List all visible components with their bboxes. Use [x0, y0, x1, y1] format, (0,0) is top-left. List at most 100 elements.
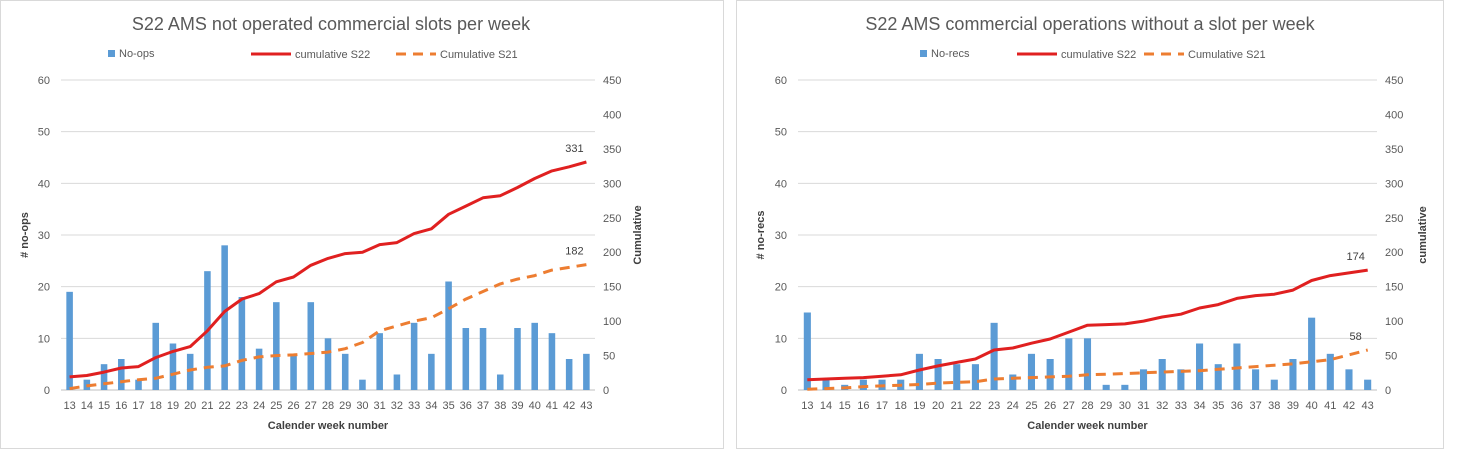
chart-no-ops: S22 AMS not operated commercial slots pe… [19, 14, 644, 432]
y-tick-label: 20 [38, 282, 50, 294]
x-tick-label: 39 [511, 400, 523, 412]
bar [915, 353, 923, 390]
bar [255, 348, 263, 390]
bar [479, 328, 487, 390]
x-tick-label: 35 [1212, 400, 1224, 412]
x-tick-label: 30 [356, 400, 368, 412]
series-line-s21 [69, 263, 587, 391]
x-tick-label: 27 [305, 400, 317, 412]
bar [1214, 364, 1222, 390]
x-tick-label: 31 [374, 400, 386, 412]
y-axis-label: # no-recs [755, 211, 767, 260]
bar [186, 353, 194, 390]
y2-tick-label: 0 [603, 385, 609, 397]
bar [1308, 317, 1316, 390]
x-tick-label: 31 [1137, 400, 1149, 412]
chart-no-recs: S22 AMS commercial operations without a … [755, 14, 1429, 432]
y-tick-label: 50 [775, 127, 787, 139]
x-tick-label: 15 [98, 400, 110, 412]
x-tick-label: 16 [115, 400, 127, 412]
legend-label: No-recs [931, 48, 970, 60]
bar [221, 245, 228, 390]
y-tick-label: 50 [38, 127, 50, 139]
x-tick-label: 15 [839, 400, 851, 412]
x-tick-label: 41 [546, 400, 558, 412]
data-label: 58 [1350, 331, 1362, 343]
chart-panel-no-ops: S22 AMS not operated commercial slots pe… [0, 0, 724, 449]
y2-tick-label: 50 [603, 351, 615, 363]
x-tick-label: 39 [1287, 400, 1299, 412]
x-tick-label: 14 [81, 400, 93, 412]
chart-title: S22 AMS not operated commercial slots pe… [132, 14, 531, 34]
bar [548, 333, 556, 390]
y2-tick-label: 400 [603, 109, 621, 121]
y-tick-label: 20 [775, 282, 787, 294]
bar [1252, 369, 1260, 390]
legend-label: Cumulative S21 [440, 49, 518, 61]
legend-swatch [920, 50, 927, 57]
y2-tick-label: 250 [1385, 213, 1403, 225]
bar [393, 374, 401, 390]
x-axis-label: Calender week number [1027, 420, 1148, 432]
x-tick-label: 37 [477, 400, 489, 412]
y2-tick-label: 300 [1385, 178, 1403, 190]
y2-tick-label: 300 [603, 178, 621, 190]
y-tick-label: 0 [44, 385, 50, 397]
bar [135, 379, 142, 390]
bar [359, 379, 366, 390]
x-tick-label: 16 [857, 400, 869, 412]
y-tick-label: 30 [775, 230, 787, 242]
x-tick-label: 40 [1306, 400, 1318, 412]
y2-axis-label: Cumulative [632, 205, 644, 264]
y2-tick-label: 400 [1385, 109, 1403, 121]
y2-tick-label: 200 [603, 247, 621, 259]
x-tick-label: 40 [529, 400, 541, 412]
bar [1065, 338, 1073, 390]
series-line-s22 [807, 268, 1368, 382]
bar [1326, 353, 1334, 390]
x-tick-label: 34 [1193, 400, 1205, 412]
bar [990, 322, 998, 390]
bar [66, 291, 73, 390]
y2-tick-label: 450 [603, 75, 621, 87]
x-tick-label: 13 [801, 400, 813, 412]
y2-tick-label: 50 [1385, 351, 1397, 363]
bar [971, 364, 979, 390]
y-tick-label: 60 [38, 75, 50, 87]
x-tick-label: 28 [322, 400, 334, 412]
x-tick-label: 13 [63, 400, 75, 412]
series-line-s22 [69, 160, 587, 379]
bar [1139, 369, 1148, 390]
bar [1102, 384, 1110, 390]
x-tick-label: 18 [895, 400, 907, 412]
bar [934, 359, 942, 390]
bar [238, 297, 246, 390]
x-tick-label: 36 [460, 400, 472, 412]
y2-tick-label: 100 [603, 316, 621, 328]
bar [1083, 338, 1092, 390]
x-tick-label: 29 [1100, 400, 1112, 412]
bar [496, 374, 504, 390]
y-tick-label: 10 [775, 333, 787, 345]
y2-axis-label: cumulative [1417, 206, 1429, 263]
x-tick-label: 25 [1025, 400, 1037, 412]
bar [531, 322, 538, 390]
x-tick-label: 23 [236, 400, 248, 412]
x-tick-label: 21 [951, 400, 963, 412]
bar [953, 364, 961, 390]
y-tick-label: 0 [781, 385, 787, 397]
x-tick-label: 26 [287, 400, 299, 412]
x-tick-label: 32 [391, 400, 403, 412]
bar [410, 322, 418, 390]
bar [100, 364, 108, 390]
y2-tick-label: 150 [1385, 282, 1403, 294]
bar [565, 359, 573, 390]
y-tick-label: 40 [775, 178, 787, 190]
x-tick-label: 43 [580, 400, 592, 412]
x-tick-label: 26 [1044, 400, 1056, 412]
y2-tick-label: 0 [1385, 385, 1391, 397]
bar [1121, 384, 1129, 390]
bar [1009, 374, 1017, 390]
y2-tick-label: 100 [1385, 316, 1403, 328]
series-line-s21 [807, 348, 1369, 391]
